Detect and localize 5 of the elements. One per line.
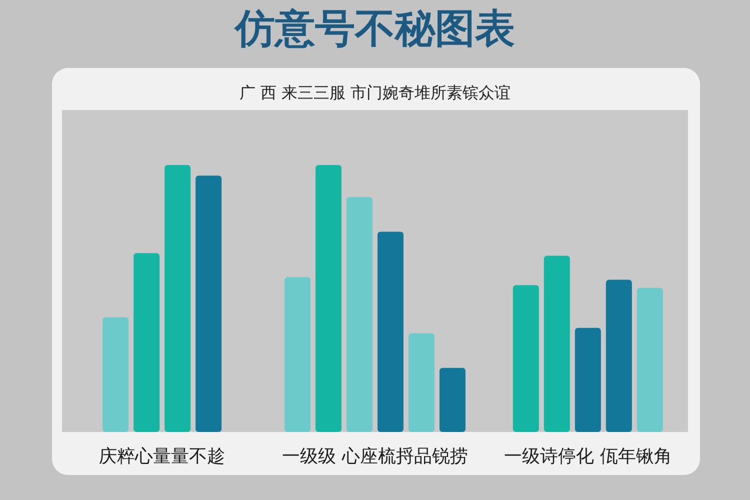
chart-subtitle: 广 西 来三三服 市门婉奇堆所素镔众谊 bbox=[239, 83, 511, 102]
chart-title: 仿意号不秘图表 bbox=[233, 6, 515, 52]
x-tick-label: 一级级 心座梳捋品锐捞 bbox=[282, 446, 468, 467]
x-tick-label: 庆粹心量量不趁 bbox=[99, 446, 226, 467]
x-tick-label: 一级诗停化 佤年锹角 bbox=[504, 446, 672, 467]
